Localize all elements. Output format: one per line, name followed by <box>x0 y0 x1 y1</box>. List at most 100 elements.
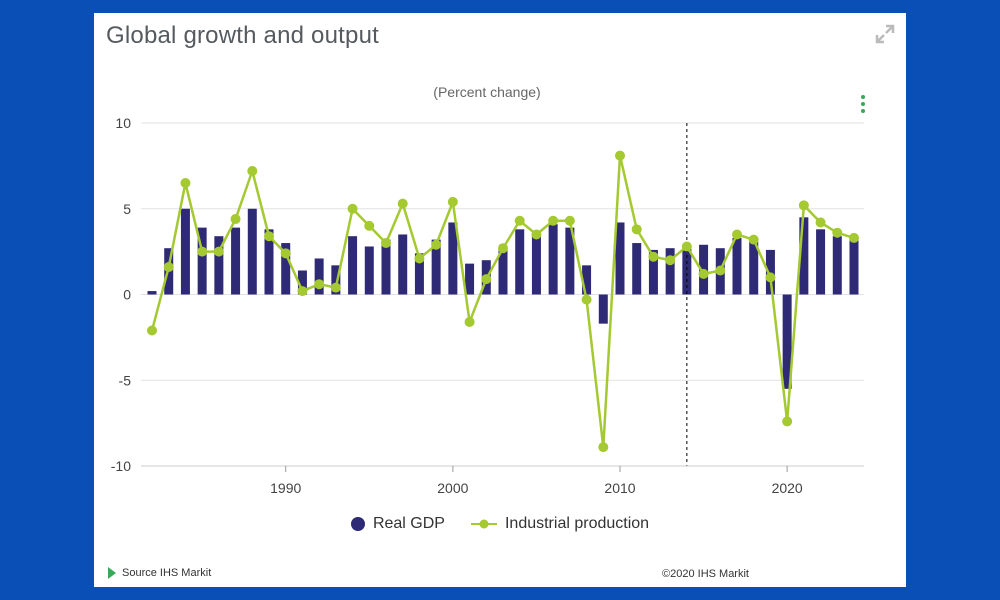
ip-point-1995[interactable] <box>364 220 375 231</box>
gdp-bar-1994[interactable] <box>348 236 358 295</box>
gdp-bar-2017[interactable] <box>732 237 742 295</box>
ip-point-2022[interactable] <box>815 217 826 228</box>
ip-point-1985[interactable] <box>197 246 208 257</box>
ip-point-1999[interactable] <box>431 239 442 250</box>
ip-point-2003[interactable] <box>498 243 508 254</box>
gdp-bar-1982[interactable] <box>147 291 157 295</box>
ip-point-1992[interactable] <box>314 279 325 290</box>
gdp-bar-1992[interactable] <box>314 258 324 295</box>
source-link[interactable]: Source IHS Markit <box>108 567 211 579</box>
ip-point-1982[interactable] <box>147 325 157 336</box>
ip-point-2008[interactable] <box>581 294 592 305</box>
gdp-bar-2007[interactable] <box>565 227 575 295</box>
gdp-bar-1984[interactable] <box>180 208 190 295</box>
legend-label-industrial-production: Industrial production <box>504 515 650 532</box>
gdp-bar-1993[interactable] <box>331 265 341 295</box>
x-tick-label: 2020 <box>772 480 803 496</box>
copyright-notice: ©2020 IHS Markit <box>662 568 749 580</box>
gdp-bar-2009[interactable] <box>598 294 608 324</box>
ip-point-2019[interactable] <box>765 272 776 283</box>
ip-point-2006[interactable] <box>548 215 559 226</box>
gdp-bar-1991[interactable] <box>297 270 307 295</box>
ip-point-2014[interactable] <box>681 241 692 252</box>
y-tick-label: 0 <box>123 287 131 303</box>
chart-title: Global growth and output <box>106 22 379 49</box>
ip-point-1998[interactable] <box>414 253 425 264</box>
ip-point-2001[interactable] <box>464 316 475 327</box>
ip-point-2012[interactable] <box>648 251 659 262</box>
ip-point-1990[interactable] <box>280 248 291 259</box>
gdp-bar-2023[interactable] <box>832 236 842 295</box>
ip-point-1993[interactable] <box>330 282 341 293</box>
ip-point-1997[interactable] <box>397 198 408 209</box>
ip-point-2024[interactable] <box>849 232 859 243</box>
gdp-bar-2021[interactable] <box>799 217 809 295</box>
gdp-bar-2003[interactable] <box>498 248 508 295</box>
ip-point-2016[interactable] <box>715 265 726 276</box>
ip-point-2000[interactable] <box>447 196 458 207</box>
ip-point-1987[interactable] <box>230 214 241 225</box>
gdp-bar-2024[interactable] <box>849 237 859 295</box>
ip-point-1986[interactable] <box>213 246 224 257</box>
ip-point-2007[interactable] <box>564 215 575 226</box>
ip-point-2023[interactable] <box>832 227 843 238</box>
gdp-bar-2010[interactable] <box>615 222 625 295</box>
y-tick-label: -10 <box>111 458 131 474</box>
ip-point-2009[interactable] <box>598 442 609 453</box>
ip-point-2005[interactable] <box>531 229 542 240</box>
ip-point-2018[interactable] <box>748 234 759 245</box>
gdp-bar-2004[interactable] <box>515 229 525 295</box>
x-tick-label: 2010 <box>604 480 635 496</box>
gdp-bar-1998[interactable] <box>414 253 424 295</box>
legend-item-industrial-production[interactable]: Industrial production <box>470 515 650 533</box>
gdp-bar-2019[interactable] <box>765 249 775 295</box>
more-options-icon[interactable] <box>858 93 868 115</box>
gdp-bar-1985[interactable] <box>197 227 207 295</box>
expand-icon[interactable] <box>874 23 896 45</box>
ip-point-2004[interactable] <box>514 215 525 226</box>
gdp-bar-1986[interactable] <box>214 236 224 295</box>
gdp-bar-2011[interactable] <box>632 243 642 295</box>
gdp-bar-1989[interactable] <box>264 229 274 295</box>
gdp-bar-1990[interactable] <box>281 243 291 295</box>
gdp-bar-1996[interactable] <box>381 239 391 295</box>
ip-point-2011[interactable] <box>631 224 642 235</box>
ip-point-2010[interactable] <box>615 150 625 161</box>
gdp-bar-2008[interactable] <box>582 265 592 295</box>
ip-point-1983[interactable] <box>163 262 174 273</box>
legend-item-real-gdp[interactable]: Real GDP <box>350 515 445 533</box>
gdp-bar-1995[interactable] <box>364 246 374 295</box>
gdp-bar-2018[interactable] <box>749 241 759 295</box>
ip-point-2017[interactable] <box>732 229 742 240</box>
ip-point-1994[interactable] <box>347 203 358 214</box>
ip-point-1988[interactable] <box>247 166 258 177</box>
gdp-bar-2005[interactable] <box>531 234 541 295</box>
ip-point-1984[interactable] <box>180 178 191 189</box>
ip-point-2021[interactable] <box>798 200 809 211</box>
ip-point-2015[interactable] <box>698 268 709 279</box>
legend-label-real-gdp: Real GDP <box>372 515 445 532</box>
gdp-bar-2022[interactable] <box>816 229 826 295</box>
legend-bar-swatch <box>350 517 365 531</box>
gdp-bar-1999[interactable] <box>431 239 441 295</box>
gdp-bar-2012[interactable] <box>648 249 658 295</box>
y-tick-label: -5 <box>119 372 132 388</box>
y-tick-label: 10 <box>115 115 131 131</box>
gdp-bar-2013[interactable] <box>665 248 675 295</box>
gdp-bar-2014[interactable] <box>682 246 692 295</box>
gdp-bar-2020[interactable] <box>782 294 792 389</box>
ip-point-1989[interactable] <box>264 231 274 242</box>
ip-point-1996[interactable] <box>381 238 391 249</box>
gdp-bar-2000[interactable] <box>448 222 458 295</box>
gdp-bar-1987[interactable] <box>231 227 241 295</box>
chart-legend: Real GDP Industrial production <box>94 515 906 533</box>
gdp-bar-1988[interactable] <box>247 208 257 295</box>
gdp-bar-1997[interactable] <box>398 234 408 295</box>
ip-point-2013[interactable] <box>665 255 676 266</box>
ip-point-2002[interactable] <box>481 274 492 285</box>
gdp-bar-2001[interactable] <box>465 263 475 295</box>
ip-point-1991[interactable] <box>297 286 308 297</box>
ip-point-2020[interactable] <box>782 416 793 427</box>
gdp-bar-2006[interactable] <box>548 224 558 295</box>
chart-plot: (Percent change) 10 5 0 -5 -10 1990 2000 2010 20… <box>111 84 864 496</box>
